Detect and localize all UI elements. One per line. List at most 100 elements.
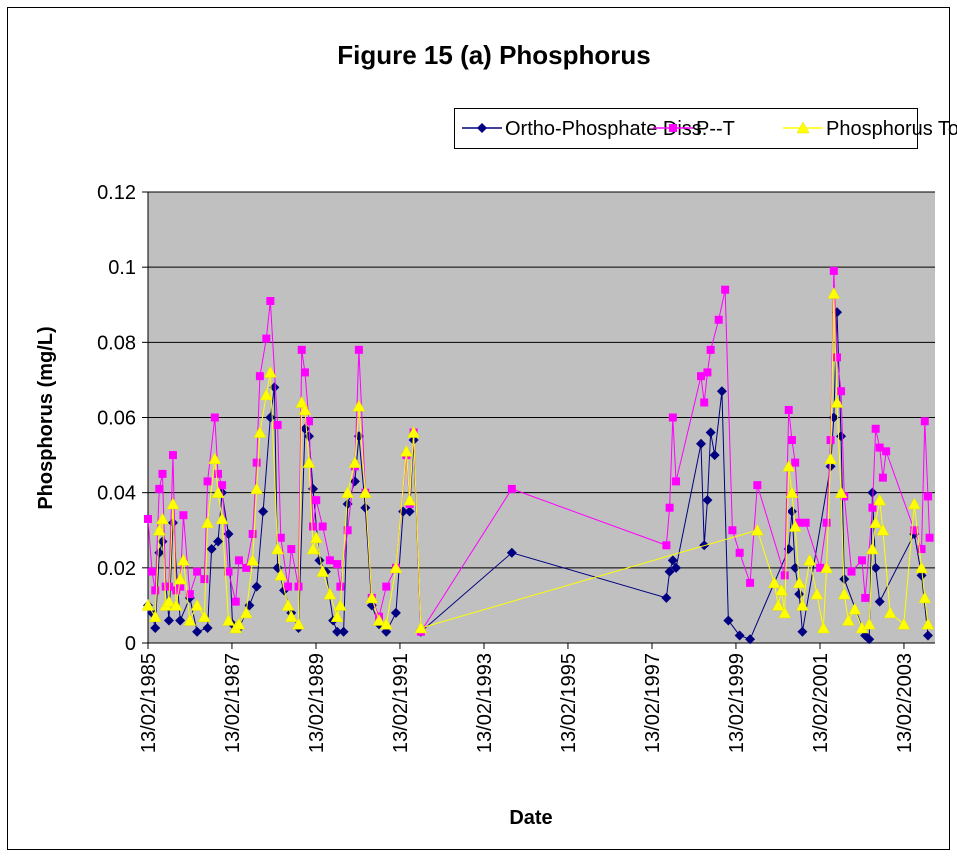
marker [246, 553, 260, 566]
y-tick-label: 0.06 [97, 408, 136, 430]
marker [867, 487, 878, 498]
marker [827, 286, 841, 299]
marker [318, 522, 327, 531]
marker [746, 578, 755, 587]
marker [316, 565, 330, 577]
marker [297, 345, 306, 354]
marker [696, 372, 705, 381]
marker [208, 452, 222, 465]
marker [281, 598, 295, 611]
marker [665, 503, 674, 512]
marker [197, 610, 211, 622]
marker [239, 606, 253, 619]
marker [925, 533, 934, 542]
marker [507, 484, 516, 493]
x-axis-label: Date [509, 807, 552, 829]
marker [202, 622, 213, 633]
marker [298, 403, 312, 416]
marker [883, 606, 897, 619]
marker [822, 518, 831, 527]
x-tick-label: 13/02/1991 [390, 653, 412, 753]
marker [333, 598, 347, 611]
marker [923, 492, 932, 501]
marker [255, 372, 264, 381]
marker [897, 617, 911, 630]
marker [407, 426, 421, 438]
marker [920, 417, 929, 426]
marker [668, 413, 677, 422]
marker [667, 555, 678, 566]
x-tick-label: 13/02/1995 [558, 653, 580, 753]
marker [218, 481, 227, 490]
marker [837, 587, 851, 600]
marker [829, 266, 838, 275]
marker [841, 613, 855, 626]
marker [274, 568, 288, 581]
marker [833, 353, 842, 362]
marker [847, 567, 856, 576]
marker [702, 495, 713, 506]
marker [785, 486, 799, 498]
y-tick-label: 0.02 [97, 558, 136, 580]
legend-label: Phosphorus Tot. Diss. [826, 118, 957, 140]
marker [179, 511, 188, 520]
marker [716, 386, 727, 397]
marker [323, 587, 337, 600]
marker [791, 458, 800, 467]
marker [152, 523, 166, 536]
marker [332, 626, 343, 637]
marker [176, 582, 185, 591]
marker [192, 626, 203, 637]
marker [250, 482, 264, 495]
marker [824, 452, 838, 465]
x-tick-label: 13/02/1989 [306, 653, 328, 753]
marker [404, 506, 415, 517]
marker [379, 617, 393, 630]
marker [788, 519, 802, 532]
marker [141, 598, 155, 611]
marker [745, 634, 756, 645]
y-tick-label: 0.08 [97, 332, 136, 354]
marker [820, 561, 833, 574]
marker [164, 582, 173, 591]
marker [794, 589, 805, 600]
marker [365, 591, 379, 604]
marker [874, 596, 885, 607]
marker [917, 545, 926, 554]
marker [262, 334, 271, 343]
marker [173, 572, 187, 585]
marker [343, 526, 352, 535]
marker [714, 315, 723, 324]
y-tick-label: 0.04 [97, 483, 136, 505]
marker [330, 610, 344, 622]
marker [284, 582, 293, 591]
marker [206, 544, 217, 555]
marker [816, 563, 825, 572]
legend-marker [796, 121, 810, 134]
marker [864, 634, 875, 645]
marker [810, 587, 824, 600]
legend-label: P--T [696, 118, 735, 140]
marker [213, 536, 224, 547]
marker [234, 556, 243, 565]
y-axis-label: Phosphorus (mg/L) [35, 326, 57, 509]
marker [312, 496, 321, 505]
marker [695, 438, 706, 449]
marker [857, 556, 866, 565]
marker [252, 458, 261, 467]
marker [787, 436, 796, 445]
marker [721, 285, 730, 294]
marker [158, 469, 167, 478]
marker [284, 610, 298, 622]
marker [664, 566, 675, 577]
marker [873, 493, 887, 506]
marker [333, 560, 342, 569]
x-tick-label: 13/02/2003 [894, 653, 916, 753]
marker [728, 526, 737, 535]
marker [672, 477, 681, 486]
marker [176, 553, 190, 566]
marker [166, 497, 180, 510]
marker [816, 621, 830, 634]
marker [735, 548, 744, 557]
marker [201, 516, 214, 528]
